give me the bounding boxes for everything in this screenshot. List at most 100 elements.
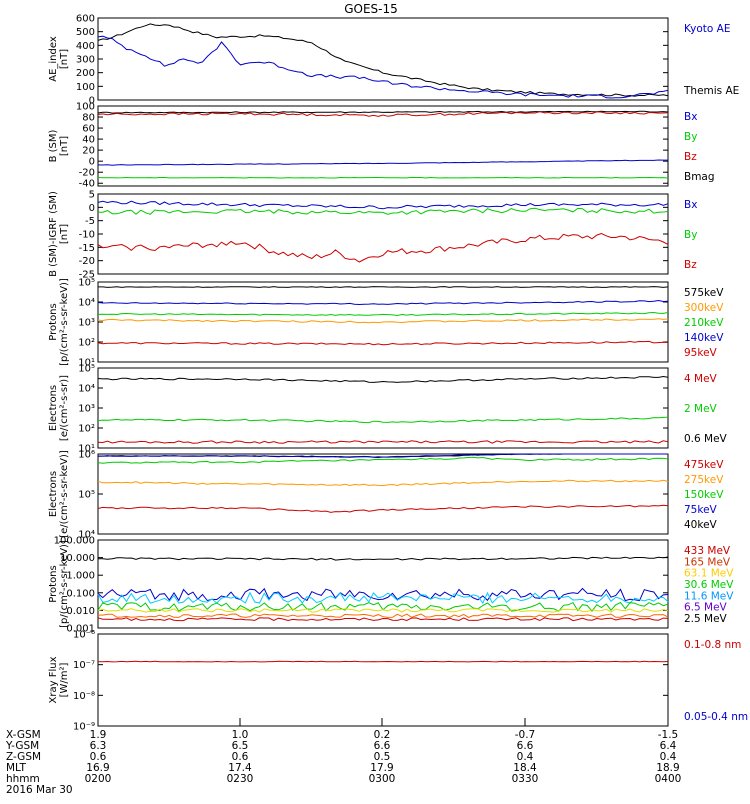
panel-electrons2: 10⁴ 10⁵ 10⁶ Electrons[e/(cm²-s-sr-keV)] 475k…	[48, 450, 724, 541]
y-tick-label: 10²	[78, 338, 95, 349]
legend-label: 210keV	[684, 317, 724, 329]
legend-label: 6.5 MeV	[684, 602, 728, 614]
panel-ae: 0 100 200 300 400 500 600 AE_index[nT] Kyoto AE T…	[48, 14, 739, 107]
legend-label: By	[684, 131, 697, 143]
legend-label: 275keV	[684, 474, 724, 486]
y-tick-label: 10⁵	[78, 278, 95, 289]
panel-frame	[97, 539, 669, 629]
series-433-mev	[97, 617, 669, 622]
y-tick-label: -10	[79, 230, 95, 241]
y-tick-label: 200	[76, 68, 95, 79]
y-tick-label: -25	[79, 270, 95, 281]
y-axis-label: B (SM)-IGRF (SM)[nT]	[48, 191, 70, 277]
y-tick-label: 10³	[78, 404, 95, 415]
legend-label: 95keV	[684, 347, 718, 359]
y-tick-label: 100.000	[54, 536, 95, 547]
legend-label: 75keV	[684, 504, 718, 516]
y-tick-label: 10²	[78, 424, 95, 435]
x-row-value: 6.6	[374, 740, 391, 752]
panel-protons1: 10¹ 10² 10³ 10⁴ 10⁵ Protons[p/(cm²-s-sr-keV)]…	[48, 278, 724, 369]
plot-title: GOES-15	[344, 2, 398, 16]
y-tick-label: 10⁴	[78, 298, 95, 309]
x-row-label: Y-GSM	[5, 740, 39, 752]
panel-bigrf: -25 -20 -15 -10 -5 0 5 B (SM)-IGRF (SM)[nT] Bx By…	[48, 190, 697, 281]
series-575kev	[98, 286, 669, 288]
x-row-value: 16.9	[86, 762, 109, 774]
y-tick-label: -40	[79, 179, 95, 190]
legend-label: 63.1 MeV	[684, 568, 734, 580]
series-2-5-mev	[97, 556, 669, 561]
x-row-value: 0200	[85, 773, 112, 785]
series-themis-ae	[97, 23, 669, 97]
legend-label: Bx	[684, 111, 697, 123]
legend-label: 4 MeV	[684, 373, 718, 385]
y-tick-label: -15	[79, 243, 95, 254]
series-140kev	[97, 318, 669, 324]
y-tick-label: 0.100	[66, 588, 95, 599]
legend-label: Bmag	[684, 171, 715, 183]
series-11-6-mev	[97, 591, 669, 605]
y-tick-label: 600	[76, 14, 95, 25]
series-bx	[97, 200, 669, 210]
legend-label: 40keV	[684, 519, 718, 531]
y-tick-label: -20	[79, 168, 95, 179]
x-row-value: 6.3	[90, 740, 107, 752]
x-row-value: 17.9	[370, 762, 393, 774]
legend-label: 150keV	[684, 489, 724, 501]
legend-label: Kyoto AE	[684, 23, 730, 35]
x-row-label: Z-GSM	[6, 751, 41, 763]
x-row-label: X-GSM	[6, 729, 41, 741]
y-tick-label: 60	[82, 124, 95, 135]
y-tick-label: 300	[76, 55, 95, 66]
legend-label: 11.6 MeV	[684, 590, 734, 602]
legend-label: 0.1-0.8 nm	[684, 639, 741, 651]
y-tick-label: 10⁴	[78, 384, 95, 395]
panel-frame	[97, 633, 669, 727]
series-bmag	[97, 110, 669, 114]
x-row-value: 6.5	[232, 740, 249, 752]
legend-label: 300keV	[684, 302, 724, 314]
legend-label: 433 MeV	[684, 545, 731, 557]
y-tick-label: 10⁻⁷	[73, 660, 95, 671]
legend-label: 575keV	[684, 287, 724, 299]
panel-xray: 10⁻⁹ 10⁻⁸ 10⁻⁷ 10⁻⁶ Xray Flux[W/m²] 0.1-0.8 n…	[48, 630, 748, 733]
y-tick-label: -5	[85, 216, 95, 227]
x-row-value: -1.5	[658, 729, 679, 741]
series-kyoto-ae	[97, 35, 669, 99]
plot-date: 2016 Mar 30	[6, 784, 73, 796]
x-row-value: 1.0	[232, 729, 249, 741]
y-tick-label: 1.000	[66, 571, 95, 582]
x-row-value: 6.6	[517, 740, 534, 752]
legend-label: 2 MeV	[684, 403, 718, 415]
y-tick-label: 0	[89, 157, 95, 168]
y-tick-label: 10⁶	[78, 450, 95, 461]
series-210kev	[97, 311, 669, 317]
series-150kev	[97, 456, 669, 464]
panel-frame	[97, 453, 669, 535]
y-tick-label: 80	[82, 113, 95, 124]
y-tick-label: 500	[76, 27, 95, 38]
series-bz	[97, 111, 669, 117]
y-axis-label: Protons[p/(cm²-s-sr-keV)]	[48, 540, 70, 628]
legend-label: 30.6 MeV	[684, 579, 734, 591]
panel-protons2: 0.001 0.010 0.100 1.000 10.000 100.000Protons…	[48, 536, 734, 635]
x-row-value: 0.5	[374, 751, 391, 763]
series-300kev	[97, 299, 669, 306]
y-tick-label: 5	[89, 190, 95, 201]
legend-label: Bz	[684, 151, 697, 163]
legend-label: 0.05-0.4 nm	[684, 711, 748, 723]
series-by	[97, 207, 669, 215]
y-tick-label: 10⁻⁹	[73, 722, 95, 733]
x-row-value: 6.4	[660, 740, 677, 752]
legend-label: By	[684, 229, 697, 241]
y-tick-label: 10⁻⁸	[73, 691, 95, 702]
y-axis-label: Electrons[e/(cm²-s-sr)]	[48, 375, 70, 441]
y-axis-label: B (SM)[nT]	[48, 129, 70, 162]
y-tick-label: 10³	[78, 318, 95, 329]
x-row-value: 18.4	[513, 762, 537, 774]
y-tick-label: 10.000	[60, 553, 95, 564]
legend-label: 0.6 MeV	[684, 433, 728, 445]
y-tick-label: 40	[82, 135, 95, 146]
